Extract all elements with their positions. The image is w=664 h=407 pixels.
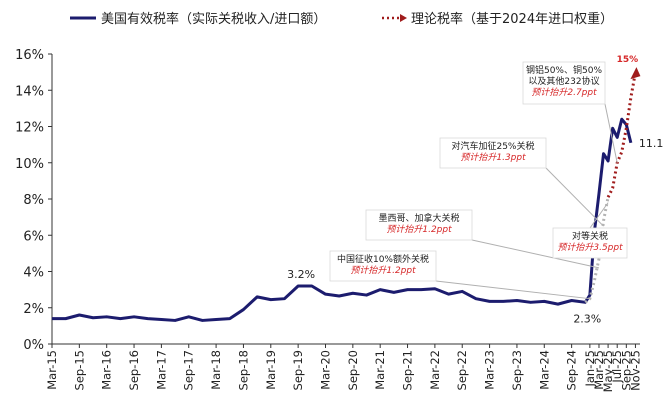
series-theoretical-early	[584, 196, 610, 304]
annotation-layer: 中国征收10%额外关税预计抬升1.2ppt墨西哥、加拿大关税预计抬升1.2ppt…	[329, 61, 628, 300]
x-tick-label: Jan-25	[583, 350, 597, 388]
x-tick-label: Mar-22	[428, 350, 442, 390]
y-tick-label: 2%	[23, 302, 44, 317]
x-tick-label: Mar-19	[264, 350, 278, 390]
x-tick-label: Sep-21	[401, 350, 415, 390]
annotation-leader	[589, 202, 609, 229]
point-label-theoretical-end: 15%	[617, 55, 639, 65]
y-axis: 0% 2% 4% 6% 8% 10% 12% 14% 16%	[15, 48, 53, 353]
y-tick-label: 12%	[15, 121, 44, 136]
x-tick-label: Sep-22	[455, 350, 469, 390]
x-tick-label: Sep-15	[72, 350, 86, 390]
annotation-leader	[471, 239, 600, 269]
annotation-leader	[545, 167, 604, 227]
x-tick-label: Mar-24	[537, 350, 551, 390]
annotation-impact: 预计抬升1.3ppt	[460, 152, 526, 163]
x-tick-label: Jul-25	[610, 350, 624, 384]
x-tick-label: May-25	[601, 350, 615, 392]
x-tick-label: Mar-16	[100, 350, 114, 390]
x-tick-label: Sep-20	[346, 350, 360, 390]
x-tick-label: Mar-18	[209, 350, 223, 390]
annotation-text: 对汽车加征25%关税	[451, 140, 534, 152]
annotation-box	[522, 61, 606, 105]
annotation-box	[329, 250, 437, 282]
annotation-impact: 预计抬升3.5ppt	[557, 242, 623, 253]
annotation-impact: 预计抬升1.2ppt	[350, 265, 416, 276]
y-tick-label: 16%	[15, 48, 44, 63]
y-tick-label: 6%	[23, 229, 44, 244]
x-tick-label: Sep-25	[619, 350, 633, 390]
y-tick-label: 0%	[23, 338, 44, 353]
chart-legend: 美国有效税率（实际关税收入/进口额） 理论税率（基于2024年进口权重）	[70, 11, 613, 27]
x-tick-label: Sep-19	[291, 350, 305, 390]
x-tick-label: Sep-17	[182, 350, 196, 390]
x-tick-label: Sep-23	[510, 350, 524, 390]
x-tick-label: Mar-15	[45, 350, 59, 390]
legend-label-effective: 美国有效税率（实际关税收入/进口额）	[101, 11, 326, 27]
x-tick-label: Mar-23	[483, 350, 497, 390]
annotation-text: 墨西哥、加拿大关税	[378, 212, 459, 224]
annotation-box	[365, 209, 473, 241]
y-tick-label: 4%	[23, 266, 44, 281]
x-tick-label: Mar-21	[373, 350, 387, 390]
annotation-leader	[604, 103, 618, 163]
annotation-box	[439, 137, 547, 169]
legend-label-theoretical: 理论税率（基于2024年进口权重）	[411, 11, 613, 27]
annotation-leader	[435, 280, 590, 300]
point-label-peak-2019: 3.2%	[287, 268, 315, 281]
point-label-2024: 2.3%	[573, 312, 601, 325]
x-tick-label: Mar-25	[592, 350, 606, 390]
annotation-impact: 预计抬升1.2ppt	[386, 224, 452, 235]
x-axis: Mar-15 Sep-15 Mar-16 Sep-16 Mar-17 Sep-17 Mar-…	[45, 343, 642, 392]
x-tick-label: Sep-18	[236, 350, 250, 390]
annotation-text: 对等关税	[572, 230, 608, 242]
x-tick-label: Sep-24	[565, 350, 579, 390]
annotation-impact: 预计抬升2.7ppt	[531, 87, 597, 98]
legend-arrow-icon	[400, 14, 407, 22]
annotation-text: 钢铝50%、铜50%	[526, 64, 602, 76]
x-tick-label: Mar-20	[318, 350, 332, 390]
x-tick-label: Sep-16	[127, 350, 141, 390]
annotation-box	[552, 227, 628, 259]
series-theoretical-line	[606, 71, 637, 198]
annotation-text: 中国征收10%额外关税	[337, 253, 429, 265]
theoretical-arrow-icon	[630, 67, 641, 80]
y-tick-label: 14%	[15, 84, 44, 99]
y-tick-label: 8%	[23, 193, 44, 208]
annotation-text: 以及其他232协议	[528, 75, 599, 87]
y-tick-label: 10%	[15, 157, 44, 172]
x-tick-label: Nov-25	[628, 350, 642, 391]
x-tick-label: Mar-17	[154, 350, 168, 390]
point-label-latest: 11.1%	[639, 137, 664, 150]
